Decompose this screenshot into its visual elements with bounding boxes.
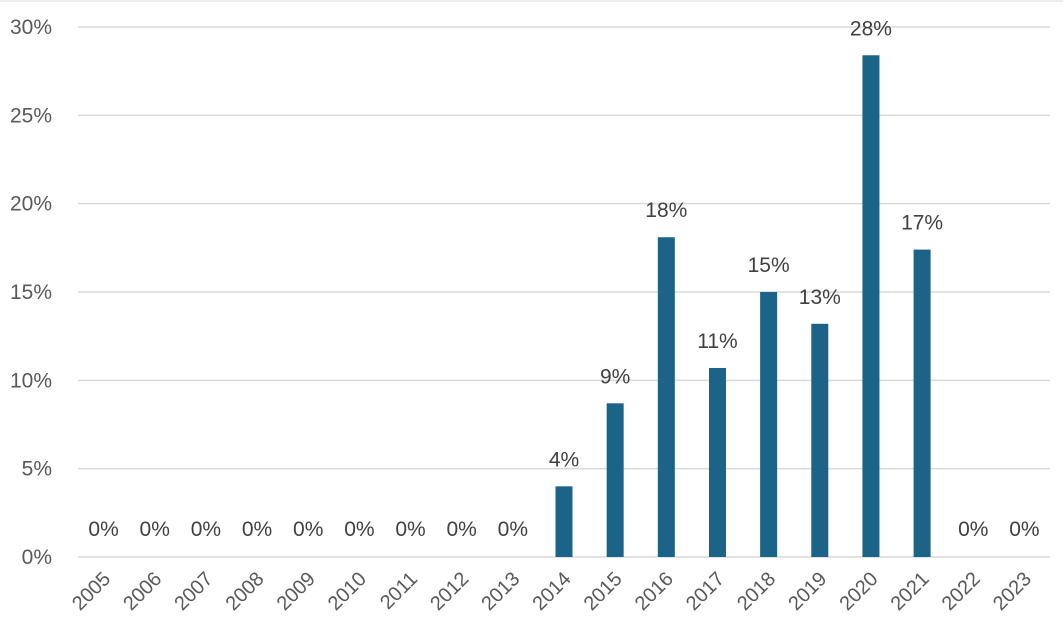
bar-2019 (811, 323, 829, 557)
y-tick-label: 0% (22, 546, 52, 569)
data-label-2018: 15% (748, 254, 790, 277)
x-tick-label-2022: 2022 (938, 568, 985, 615)
y-tick-label: 25% (10, 104, 52, 127)
y-tick-label: 30% (10, 16, 52, 39)
gridlines (0, 0, 1063, 558)
data-label-2013: 0% (498, 518, 528, 541)
x-tick-label-2009: 2009 (273, 568, 320, 615)
x-axis-ticks: 2005 2006 2007 2008 2009 2010 2011 2012 2013 2014… (68, 568, 1036, 615)
data-label-2005: 0% (88, 518, 118, 541)
y-tick-label: 10% (10, 369, 52, 392)
y-tick-label: 15% (10, 281, 52, 304)
data-label-2012: 0% (447, 518, 477, 541)
data-label-2023: 0% (1009, 518, 1039, 541)
bar-2014 (555, 486, 573, 557)
bar-2021 (913, 249, 931, 557)
x-tick-label-2023: 2023 (989, 568, 1036, 615)
x-tick-label-2006: 2006 (119, 568, 166, 615)
data-label-2009: 0% (293, 518, 323, 541)
bar-2015 (606, 403, 624, 557)
data-label-2016: 18% (645, 199, 687, 222)
data-label-2022: 0% (958, 518, 988, 541)
data-label-2015: 9% (600, 365, 630, 388)
x-tick-label-2018: 2018 (733, 568, 780, 615)
x-tick-label-2021: 2021 (887, 568, 934, 615)
x-tick-label-2013: 2013 (477, 568, 524, 615)
data-label-2014: 4% (549, 448, 579, 471)
data-labels: 0% 0% 0% 0% 0% 0% 0% 0% 0% 4% 9% 18% 11% 15% 13% 28% 17%… (88, 17, 1039, 541)
x-tick-label-2010: 2010 (324, 568, 371, 615)
bar-2018 (760, 292, 778, 557)
bar-2017 (708, 367, 726, 557)
data-label-2021: 17% (901, 212, 943, 235)
y-axis-ticks: 0% 5% 10% 15% 20% 25% 30% (10, 16, 52, 569)
bars (555, 55, 931, 558)
data-label-2006: 0% (140, 518, 170, 541)
bar-2016 (657, 237, 675, 557)
x-tick-label-2016: 2016 (631, 568, 678, 615)
x-tick-label-2017: 2017 (682, 568, 729, 615)
x-tick-label-2020: 2020 (835, 568, 882, 615)
x-tick-label-2011: 2011 (376, 568, 422, 614)
y-tick-label: 20% (10, 193, 52, 216)
data-label-2010: 0% (344, 518, 374, 541)
x-tick-label-2012: 2012 (426, 568, 473, 615)
x-tick-label-2019: 2019 (784, 568, 831, 615)
x-tick-label-2005: 2005 (68, 568, 115, 615)
x-tick-label-2008: 2008 (222, 568, 269, 615)
y-tick-label: 5% (22, 458, 52, 481)
data-label-2020: 28% (850, 17, 892, 40)
x-tick-label-2014: 2014 (529, 568, 576, 615)
data-label-2007: 0% (191, 518, 221, 541)
data-label-2011: 0% (395, 518, 425, 541)
data-label-2008: 0% (242, 518, 272, 541)
data-label-2017: 11% (697, 330, 737, 353)
x-tick-label-2007: 2007 (170, 568, 217, 615)
bar-2020 (862, 55, 880, 558)
data-label-2019: 13% (799, 286, 841, 309)
x-tick-label-2015: 2015 (580, 568, 627, 615)
